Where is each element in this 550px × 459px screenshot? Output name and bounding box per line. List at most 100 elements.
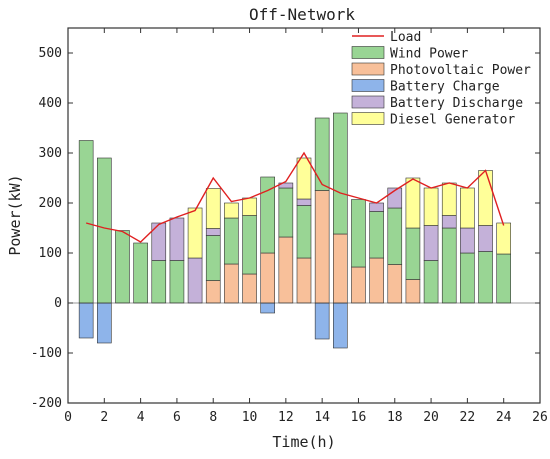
bar-wind-power — [496, 253, 511, 304]
bar-wind-power — [296, 205, 312, 259]
bar-wind-power — [460, 252, 475, 304]
y-tick-label: -100 — [31, 346, 62, 361]
bar-diesel-generator — [478, 170, 493, 226]
x-axis-title: Time(h) — [272, 433, 335, 451]
bar-wind-power — [260, 176, 275, 254]
y-tick-label: 100 — [39, 246, 62, 261]
x-tick-label: 22 — [460, 410, 476, 425]
bar-battery-discharge — [441, 215, 457, 229]
bar-battery-discharge — [369, 202, 384, 212]
y-tick-label: 300 — [39, 146, 62, 161]
bar-wind-power — [278, 187, 294, 238]
x-tick-label: 24 — [496, 410, 512, 425]
legend-label: Battery Discharge — [390, 96, 523, 111]
bar-wind-power — [478, 251, 493, 304]
legend-label: Load — [390, 30, 421, 45]
x-tick-label: 20 — [423, 410, 439, 425]
bar-photovoltaic-power — [369, 257, 384, 304]
legend-label: Photovoltaic Power — [390, 63, 531, 78]
bar-photovoltaic-power — [242, 273, 257, 304]
bar-wind-power — [351, 199, 366, 268]
bar-diesel-generator — [187, 207, 203, 259]
bar-photovoltaic-power — [405, 279, 421, 304]
bar-photovoltaic-power — [333, 233, 348, 304]
bar-diesel-generator — [296, 157, 312, 200]
bar-photovoltaic-power — [278, 236, 294, 304]
bar-wind-power — [369, 211, 384, 259]
bar-diesel-generator — [242, 197, 257, 216]
x-tick-label: 14 — [314, 410, 330, 425]
x-tick-label: 4 — [137, 410, 145, 425]
bar-diesel-generator — [205, 188, 221, 229]
bar-photovoltaic-power — [205, 280, 221, 304]
bar-photovoltaic-power — [351, 266, 366, 304]
bar-diesel-generator — [441, 182, 457, 216]
bar-wind-power — [151, 260, 167, 304]
bar-wind-power — [405, 227, 421, 280]
bar-battery-charge — [97, 302, 112, 344]
legend-label: Wind Power — [390, 47, 468, 62]
bar-photovoltaic-power — [224, 263, 239, 304]
y-tick-label: 0 — [54, 296, 62, 311]
bar-diesel-generator — [423, 187, 439, 226]
x-tick-label: 8 — [209, 410, 217, 425]
x-tick-label: 6 — [173, 410, 181, 425]
y-tick-label: 400 — [39, 96, 62, 111]
legend-swatch-battery-charge — [351, 79, 385, 92]
bar-photovoltaic-power — [260, 252, 275, 304]
x-tick-label: 26 — [532, 410, 548, 425]
legend-swatch-wind-power — [351, 46, 385, 59]
bar-photovoltaic-power — [296, 257, 312, 304]
bar-battery-discharge — [423, 225, 439, 261]
x-tick-label: 0 — [64, 410, 72, 425]
bar-wind-power — [224, 217, 239, 265]
bar-battery-discharge — [478, 225, 493, 252]
bar-battery-charge — [333, 302, 348, 349]
chart-title: Off-Network — [249, 5, 355, 24]
y-axis-title: Power(kW) — [6, 174, 24, 255]
bar-wind-power — [333, 112, 348, 235]
legend-swatch-diesel-generator — [351, 112, 385, 125]
bar-photovoltaic-power — [314, 190, 330, 304]
bar-battery-discharge — [151, 222, 167, 261]
bar-battery-charge — [260, 302, 275, 314]
bar-diesel-generator — [496, 222, 511, 255]
x-tick-label: 10 — [242, 410, 258, 425]
bar-wind-power — [387, 207, 403, 265]
bar-diesel-generator — [405, 177, 421, 229]
bar-wind-power — [314, 117, 330, 191]
legend-swatch-battery-discharge — [351, 95, 385, 109]
plot-frame — [67, 27, 541, 404]
bar-wind-power — [115, 230, 130, 304]
bar-wind-power — [441, 227, 457, 304]
bar-photovoltaic-power — [387, 264, 403, 304]
x-tick-label: 18 — [387, 410, 403, 425]
bar-wind-power — [169, 260, 185, 304]
legend-label: Battery Charge — [390, 80, 500, 95]
x-tick-label: 12 — [278, 410, 294, 425]
bar-battery-charge — [314, 302, 330, 340]
x-tick-label: 16 — [351, 410, 367, 425]
legend-swatch-photovoltaic-power — [351, 62, 385, 76]
bar-battery-discharge — [205, 228, 221, 236]
bar-diesel-generator — [460, 187, 475, 229]
bar-battery-discharge — [187, 257, 203, 304]
bar-battery-discharge — [460, 227, 475, 254]
bar-battery-discharge — [296, 198, 312, 206]
bar-wind-power — [97, 157, 112, 304]
y-tick-label: -200 — [31, 396, 62, 411]
bar-wind-power — [133, 242, 148, 304]
bar-wind-power — [78, 140, 94, 304]
bar-battery-charge — [78, 302, 94, 339]
bar-wind-power — [205, 235, 221, 281]
bar-wind-power — [242, 215, 257, 275]
x-tick-label: 2 — [100, 410, 108, 425]
load-line — [85, 151, 505, 243]
bar-battery-discharge — [169, 217, 185, 261]
legend-label: Diesel Generator — [390, 113, 515, 128]
y-tick-label: 200 — [39, 196, 62, 211]
y-tick-label: 500 — [39, 46, 62, 61]
bar-diesel-generator — [224, 202, 239, 219]
